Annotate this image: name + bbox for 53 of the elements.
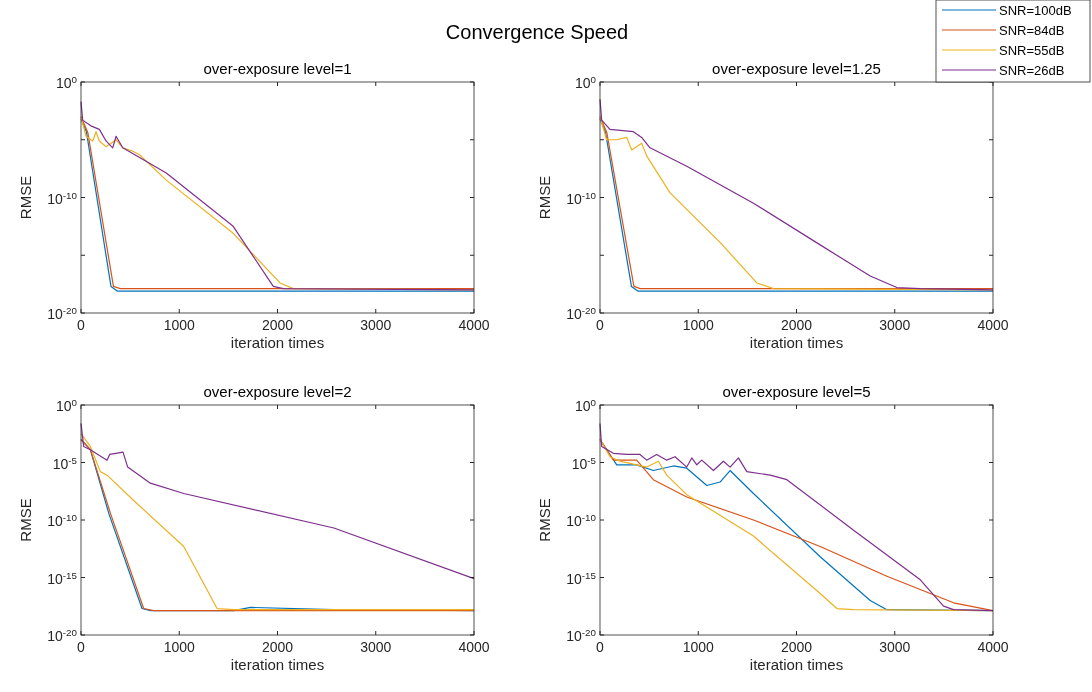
x-tick-label: 3000 xyxy=(360,639,392,655)
y-tick-label: 10$^{-10}$ xyxy=(566,511,597,529)
x-tick-label: 3000 xyxy=(879,317,911,333)
text: Convergence Speed xyxy=(445,21,629,43)
y-tick-label: 10$^{-10}$ xyxy=(47,511,78,529)
y-axis-title: RMSE xyxy=(536,175,553,220)
y-tick-label: 10$^{0}$ xyxy=(55,73,78,91)
y-tick-label: 10$^{0}$ xyxy=(574,73,597,91)
y-tick-label: 10$^{-20}$ xyxy=(566,626,597,644)
x-tick-label: 4000 xyxy=(458,639,490,655)
x-tick-label: 0 xyxy=(77,639,86,655)
y-tick-label: 10$^{0}$ xyxy=(574,396,597,414)
x-axis-title: iteration times xyxy=(230,334,325,351)
x-tick-label: 2000 xyxy=(261,317,294,333)
y-axis-title: RMSE xyxy=(17,498,34,542)
y-axis-title: RMSE xyxy=(536,498,553,542)
legend-label: SNR=55dB xyxy=(999,43,1065,58)
y-tick-label: 10$^{-5}$ xyxy=(52,454,78,472)
x-tick-label: 3000 xyxy=(879,639,911,655)
legend-label: SNR=26dB xyxy=(999,63,1065,78)
y-tick-label: 10$^{-20}$ xyxy=(566,304,597,322)
y-tick-label: 10$^{-5}$ xyxy=(571,454,597,472)
x-tick-label: 4000 xyxy=(458,317,490,333)
x-tick-label: 1000 xyxy=(682,639,715,655)
x-tick-label: 4000 xyxy=(977,317,1009,333)
y-tick-label: 10$^{-20}$ xyxy=(47,304,78,322)
x-tick-label: 1000 xyxy=(163,317,196,333)
x-tick-label: 2000 xyxy=(780,639,813,655)
x-axis-title: iteration times xyxy=(230,656,325,673)
y-tick-label: 10$^{-10}$ xyxy=(566,189,597,207)
legend-label: SNR=84dB xyxy=(999,23,1065,38)
x-tick-label: 1000 xyxy=(682,317,715,333)
x-tick-label: 2000 xyxy=(261,639,294,655)
chart-title: over-exposure level=2 xyxy=(203,383,352,400)
legend-label: SNR=100dB xyxy=(999,3,1072,18)
y-tick-label: 10$^{0}$ xyxy=(55,396,78,414)
x-tick-label: 1000 xyxy=(163,639,196,655)
y-tick-label: 10$^{-15}$ xyxy=(566,569,597,587)
x-tick-label: 3000 xyxy=(360,317,392,333)
x-axis-title: iteration times xyxy=(749,334,844,351)
y-axis-title: RMSE xyxy=(17,175,34,220)
chart-title: over-exposure level=1.25 xyxy=(712,60,881,77)
x-tick-label: 2000 xyxy=(780,317,813,333)
y-tick-label: 10$^{-20}$ xyxy=(47,626,78,644)
x-tick-label: 4000 xyxy=(977,639,1009,655)
x-tick-label: 0 xyxy=(77,317,86,333)
y-tick-label: 10$^{-10}$ xyxy=(47,189,78,207)
chart-title: over-exposure level=5 xyxy=(722,383,871,400)
y-tick-label: 10$^{-15}$ xyxy=(47,569,78,587)
x-tick-label: 0 xyxy=(596,317,605,333)
chart-title: over-exposure level=1 xyxy=(203,60,352,77)
x-axis-title: iteration times xyxy=(749,656,844,673)
x-tick-label: 0 xyxy=(596,639,605,655)
